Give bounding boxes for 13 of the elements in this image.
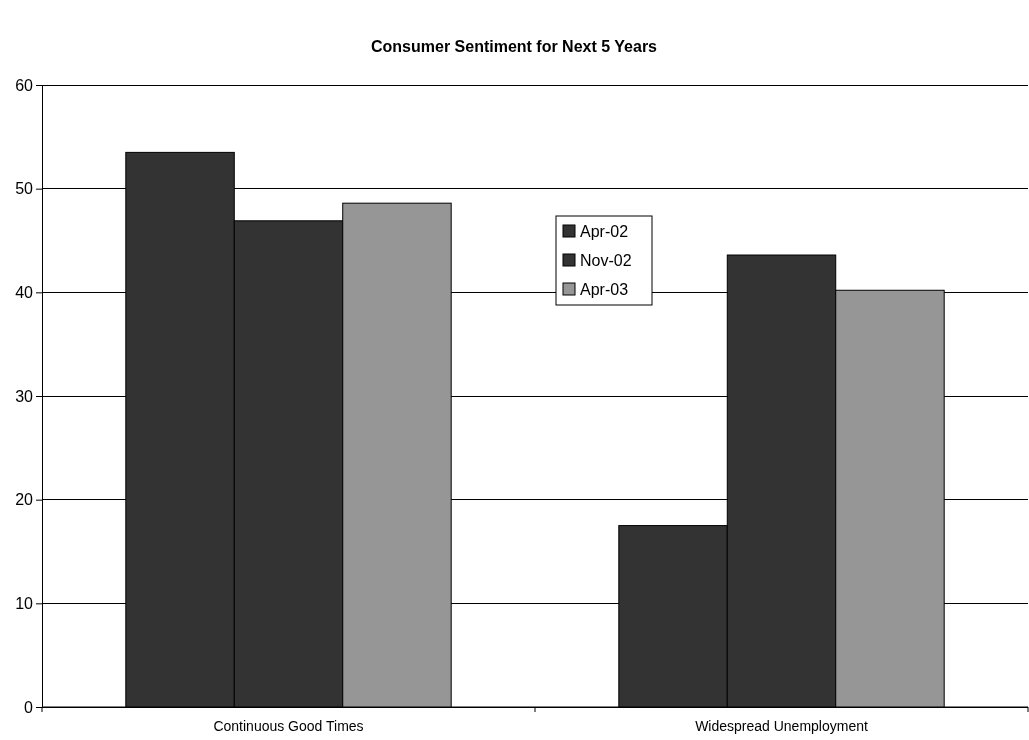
- legend-label: Apr-03: [580, 281, 629, 298]
- legend-label: Apr-02: [580, 223, 629, 240]
- chart-title: Consumer Sentiment for Next 5 Years: [370, 38, 658, 55]
- y-tick-label: 30: [15, 387, 34, 405]
- x-tick-label: Widespread Unemployment: [695, 717, 868, 734]
- y-tick-label: 0: [24, 698, 34, 716]
- y-tick-label: 50: [15, 180, 34, 198]
- legend-label: Nov-02: [580, 252, 632, 269]
- y-tick-label: 20: [15, 491, 34, 509]
- x-tick-label: Continuous Good Times: [213, 717, 364, 734]
- y-tick-label: 10: [15, 594, 34, 612]
- y-tick-label: 40: [15, 283, 34, 301]
- y-tick-label: 60: [15, 76, 34, 94]
